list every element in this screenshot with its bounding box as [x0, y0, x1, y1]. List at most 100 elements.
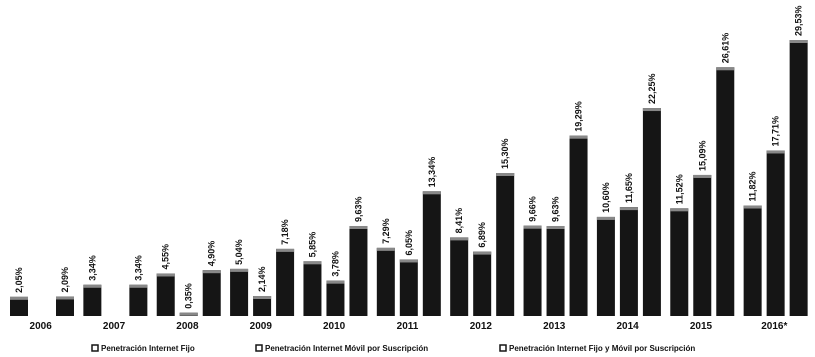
- bar-cap: [473, 251, 492, 255]
- bar: [596, 216, 615, 316]
- bar: [422, 191, 441, 316]
- value-label: 3,34%: [87, 255, 97, 281]
- bar: [642, 108, 661, 316]
- bar-cap: [670, 208, 689, 212]
- bar: [129, 284, 148, 316]
- bar-cap: [156, 273, 175, 277]
- bar-cap: [450, 237, 469, 241]
- value-label: 10,60%: [601, 182, 611, 213]
- value-label: 22,25%: [647, 74, 657, 105]
- bar-cap: [596, 216, 615, 220]
- x-tick-label: 2011: [397, 321, 419, 332]
- value-label: 11,52%: [674, 174, 684, 204]
- bar: [789, 40, 808, 316]
- bar-cap: [56, 296, 74, 300]
- bar-cap: [326, 280, 345, 284]
- bar: [349, 225, 368, 316]
- bar: [303, 261, 322, 316]
- value-label: 9,63%: [551, 196, 561, 222]
- x-tick-label: 2015: [690, 321, 713, 332]
- bar: [716, 67, 735, 316]
- value-label: 5,04%: [234, 239, 244, 265]
- bar-cap: [546, 225, 565, 229]
- bar: [253, 295, 272, 316]
- value-label: 2,09%: [60, 267, 70, 293]
- bar-cap: [349, 225, 368, 229]
- bar: [156, 273, 175, 316]
- bar-cap: [276, 248, 295, 252]
- value-label: 2,05%: [14, 267, 24, 293]
- value-label: 2,14%: [257, 266, 267, 292]
- x-tick-label: 2014: [616, 321, 639, 332]
- legend-swatch: [91, 344, 99, 352]
- value-label: 4,90%: [207, 241, 217, 267]
- bar: [399, 259, 418, 316]
- value-label: 9,66%: [528, 196, 538, 222]
- bar-cap: [253, 295, 272, 299]
- bar: [670, 208, 689, 316]
- value-label: 4,55%: [161, 244, 171, 270]
- value-label: 7,18%: [280, 219, 290, 245]
- bar-cap: [10, 296, 28, 300]
- value-label: 15,30%: [500, 138, 510, 169]
- value-label: 13,34%: [427, 157, 437, 188]
- legend-label: Penetración Internet Fijo y Móvil por Su…: [509, 344, 695, 353]
- value-label: 11,82%: [748, 171, 758, 201]
- bar: [546, 225, 565, 316]
- bar: [56, 296, 74, 316]
- value-label: 9,63%: [353, 196, 363, 222]
- x-tick-label: 2006: [30, 321, 53, 332]
- value-label: 6,05%: [404, 230, 414, 256]
- bar-cap: [83, 284, 102, 288]
- legend-swatch: [255, 344, 263, 352]
- bar: [473, 251, 492, 316]
- bar: [230, 268, 249, 316]
- value-label: 8,41%: [454, 208, 464, 234]
- bar: [450, 237, 469, 316]
- x-tick-label: 2010: [323, 321, 346, 332]
- bar: [202, 270, 221, 316]
- bar-cap: [523, 225, 542, 229]
- bar-cap: [716, 67, 735, 71]
- bar-cap: [766, 150, 785, 154]
- bar: [326, 280, 345, 316]
- x-tick-label: 2008: [176, 321, 199, 332]
- bar: [83, 284, 102, 316]
- bar: [693, 174, 712, 316]
- bar-cap: [376, 247, 395, 251]
- bar-cap: [693, 174, 712, 178]
- bar-cap: [129, 284, 148, 288]
- bar: [743, 205, 762, 316]
- x-tick-label: 2009: [250, 321, 273, 332]
- bar: [766, 150, 785, 316]
- x-tick-label: 2007: [103, 321, 126, 332]
- bar-cap: [399, 259, 418, 263]
- bar: [569, 135, 588, 316]
- value-label: 19,29%: [574, 101, 584, 132]
- value-label: 26,61%: [720, 33, 730, 64]
- value-label: 15,09%: [697, 140, 707, 171]
- bar-cap: [619, 207, 638, 211]
- legend-swatch: [499, 344, 507, 352]
- x-tick-label: 2012: [470, 321, 493, 332]
- bar-cap: [303, 261, 322, 265]
- bar: [496, 172, 515, 316]
- bar-cap: [569, 135, 588, 139]
- bar: [376, 247, 395, 316]
- value-label: 7,29%: [381, 218, 391, 244]
- value-label: 3,34%: [133, 255, 143, 281]
- value-label: 11,65%: [624, 173, 634, 203]
- value-label: 0,35%: [184, 283, 194, 309]
- bar: [10, 296, 28, 316]
- value-label: 3,78%: [330, 251, 340, 277]
- bar-cap: [743, 205, 762, 209]
- bar-cap: [496, 172, 515, 176]
- bar-cap: [230, 268, 249, 272]
- x-tick-label: 2016*: [761, 321, 787, 332]
- bar: [276, 248, 295, 316]
- value-label: 5,85%: [307, 232, 317, 258]
- bar-cap: [642, 108, 661, 112]
- bar-cap: [179, 312, 198, 316]
- x-tick-label: 2013: [543, 321, 566, 332]
